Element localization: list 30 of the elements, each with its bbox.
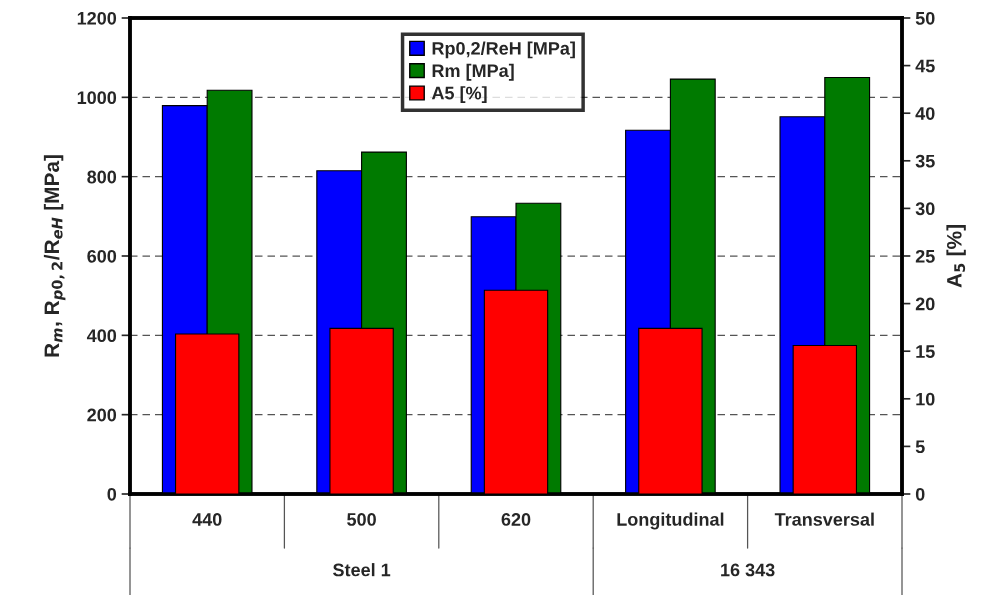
- y-tick-label: 600: [87, 249, 117, 263]
- legend-label: A5 [%]: [431, 86, 487, 103]
- y2-tick-label: 40: [915, 107, 935, 120]
- y-tick-label: 400: [86, 329, 117, 343]
- y2-tick-label: 25: [915, 249, 935, 263]
- y-tick-label: 1000: [77, 91, 117, 105]
- y2-tick-label: 10: [916, 392, 935, 406]
- y2-tick-label: 20: [915, 297, 935, 311]
- legend-label: Rp0,2/ReH [MPa]: [432, 41, 575, 59]
- y2-tick-label: 50: [915, 11, 935, 25]
- x-tick-label: Transversal: [774, 512, 874, 526]
- y-tick-label: 200: [87, 408, 117, 422]
- y2-tick-label: 35: [915, 154, 935, 168]
- y-tick-label: 800: [87, 170, 117, 184]
- x-tick-label: Longitudinal: [617, 512, 724, 530]
- text: Steel 1: [333, 563, 391, 577]
- y2-tick-label: 45: [915, 59, 935, 73]
- y-axis-title: R$_{m}$, R$_{p0,2}$/R$_{eH}$ [MPa]: [43, 155, 66, 357]
- y-tick-label: 0: [107, 487, 117, 501]
- y2-tick-label: 30: [915, 202, 935, 216]
- x-tick-label: 440: [192, 513, 222, 526]
- y2-axis-title: A$_{5}$ [%]: [946, 225, 966, 288]
- legend-label: Rm [MPa]: [432, 63, 514, 81]
- x-tick-label: 500: [347, 513, 376, 526]
- y2-tick-label: 15: [916, 345, 935, 358]
- y2-tick-label: 0: [915, 487, 925, 501]
- x-tick-label: 620: [501, 513, 531, 526]
- text: 16 343: [721, 563, 775, 577]
- y2-tick-label: 5: [915, 440, 925, 454]
- y-tick-label: 1200: [77, 11, 117, 25]
